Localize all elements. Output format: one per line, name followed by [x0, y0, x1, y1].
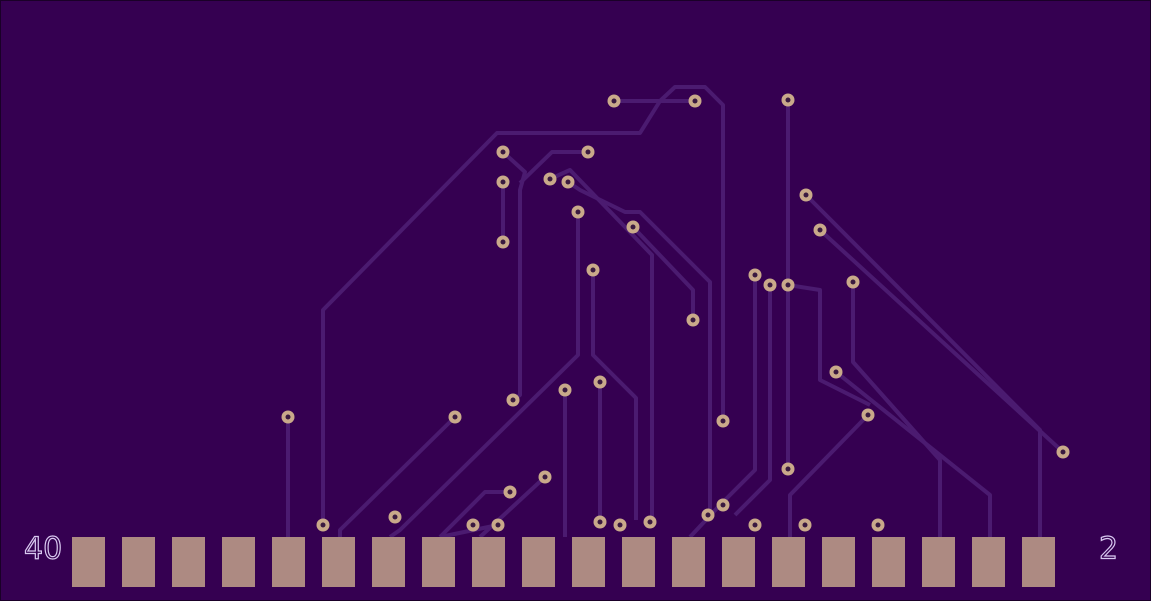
- via-hole: [392, 514, 398, 520]
- via-hole: [803, 192, 809, 198]
- via-hole: [320, 522, 326, 528]
- pads: [72, 537, 1055, 587]
- pin-label-left: 40: [24, 532, 62, 567]
- pad: [322, 537, 355, 587]
- via-hole: [510, 397, 516, 403]
- pad: [72, 537, 105, 587]
- traces: [286, 85, 1065, 539]
- via-hole: [785, 97, 791, 103]
- via-hole: [500, 239, 506, 245]
- pad: [672, 537, 705, 587]
- via-hole: [630, 224, 636, 230]
- via-hole: [690, 317, 696, 323]
- pad: [122, 537, 155, 587]
- pad: [172, 537, 205, 587]
- via-hole: [617, 522, 623, 528]
- trace: [851, 282, 942, 537]
- via-hole: [452, 414, 458, 420]
- via-hole: [785, 466, 791, 472]
- pad: [472, 537, 505, 587]
- via-hole: [470, 522, 476, 528]
- via-hole: [692, 98, 698, 104]
- via-hole: [507, 489, 513, 495]
- via-hole: [705, 512, 711, 518]
- trace: [566, 180, 712, 515]
- via-hole: [865, 412, 871, 418]
- pad: [1022, 537, 1055, 587]
- trace: [818, 228, 1065, 454]
- via-hole: [767, 282, 773, 288]
- via-hole: [1060, 449, 1066, 455]
- trace: [439, 523, 499, 539]
- via-hole: [500, 179, 506, 185]
- trace: [834, 370, 992, 537]
- pad: [522, 537, 555, 587]
- pad: [422, 537, 455, 587]
- pad: [822, 537, 855, 587]
- via-hole: [752, 272, 758, 278]
- trace: [549, 168, 654, 522]
- trace: [438, 490, 510, 539]
- via-hole: [720, 502, 726, 508]
- pad: [872, 537, 905, 587]
- via-hole: [785, 282, 791, 288]
- pad: [972, 537, 1005, 587]
- via-hole: [575, 209, 581, 215]
- via-hole: [495, 522, 501, 528]
- vias: [281, 93, 1070, 532]
- via-hole: [833, 369, 839, 375]
- trace: [631, 225, 695, 320]
- trace: [518, 150, 588, 185]
- trace: [591, 270, 638, 520]
- trace: [388, 212, 580, 539]
- via-hole: [802, 522, 808, 528]
- trace: [788, 413, 870, 537]
- pin-label-right: 2: [1099, 532, 1118, 567]
- via-hole: [647, 519, 653, 525]
- trace: [338, 415, 457, 537]
- pad: [272, 537, 305, 587]
- via-hole: [562, 387, 568, 393]
- via-hole: [590, 267, 596, 273]
- via-hole: [285, 414, 291, 420]
- pad: [222, 537, 255, 587]
- via-hole: [875, 522, 881, 528]
- via-hole: [585, 149, 591, 155]
- via-hole: [597, 379, 603, 385]
- trace: [688, 275, 757, 539]
- pad: [922, 537, 955, 587]
- trace: [787, 283, 871, 407]
- trace: [733, 285, 772, 517]
- pad: [722, 537, 755, 587]
- via-hole: [500, 149, 506, 155]
- trace: [614, 85, 725, 421]
- pad: [622, 537, 655, 587]
- pad: [772, 537, 805, 587]
- pad: [372, 537, 405, 587]
- via-hole: [720, 418, 726, 424]
- via-hole: [547, 176, 553, 182]
- pad: [572, 537, 605, 587]
- via-hole: [752, 522, 758, 528]
- via-hole: [565, 179, 571, 185]
- trace: [321, 99, 695, 525]
- via-hole: [597, 519, 603, 525]
- via-hole: [817, 227, 823, 233]
- via-hole: [850, 279, 856, 285]
- via-hole: [542, 474, 548, 480]
- via-hole: [611, 98, 617, 104]
